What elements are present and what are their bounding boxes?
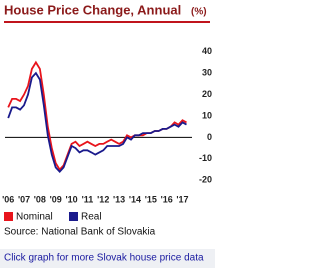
x-tick-label: '10	[65, 194, 77, 204]
x-tick-label: '08	[34, 194, 46, 204]
legend-swatch	[69, 212, 78, 221]
x-tick-label: '11	[82, 194, 94, 204]
x-tick-label: '07	[18, 194, 30, 204]
legend-swatch	[4, 212, 13, 221]
x-tick-label: '17	[176, 194, 188, 204]
y-tick-label: 30	[202, 68, 212, 78]
y-tick-label: 40	[202, 46, 212, 56]
x-tick-label: '15	[145, 194, 157, 204]
chart-title: House Price Change, Annual	[4, 2, 181, 17]
footer-link[interactable]: Click graph for more Slovak house price …	[4, 253, 204, 264]
y-tick-label: -10	[199, 153, 212, 163]
y-tick-label: 20	[202, 89, 212, 99]
chart: House Price Change, Annual (%) Source: N…	[0, 2, 215, 268]
source: Source: National Bank of Slovakia	[4, 227, 156, 238]
legend-label: Real	[81, 212, 102, 223]
title-rule	[4, 21, 210, 23]
x-tick-label: '12	[97, 194, 109, 204]
x-tick-label: '09	[50, 194, 62, 204]
x-tick-label: '16	[161, 194, 173, 204]
x-tick-label: '14	[129, 194, 141, 204]
series-line	[7, 71, 187, 174]
y-tick-label: 0	[207, 132, 212, 142]
chart-subtitle: (%)	[191, 7, 207, 18]
legend-label: Nominal	[16, 212, 53, 223]
x-tick-label: '13	[113, 194, 125, 204]
y-tick-label: -20	[199, 175, 212, 185]
y-tick-label: 10	[202, 110, 212, 120]
x-tick-label: '06	[2, 194, 14, 204]
footer-bar	[0, 249, 215, 268]
